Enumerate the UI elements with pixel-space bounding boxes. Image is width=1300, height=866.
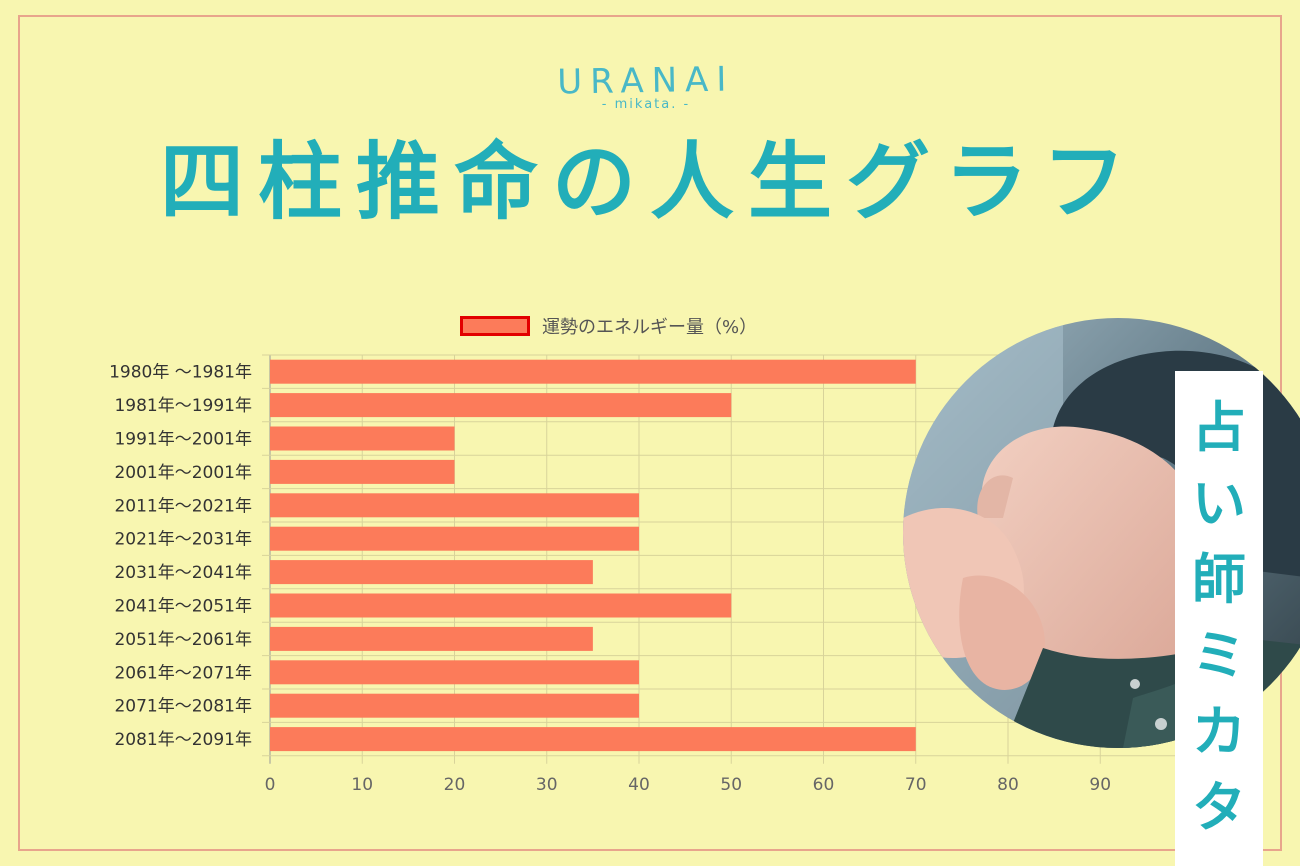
bar <box>270 593 732 618</box>
bar <box>270 459 455 484</box>
category-label: 1980年 〜1981年 <box>109 363 252 383</box>
bar <box>270 426 455 451</box>
category-label: 2041年〜2051年 <box>114 597 252 617</box>
bar <box>270 560 593 585</box>
category-label: 2031年〜2041年 <box>114 563 252 583</box>
uranai-logo: URANAI - mikata. - <box>557 59 735 112</box>
bar <box>270 626 593 651</box>
banner-char-5: タ <box>1192 775 1246 839</box>
banner-char-0: 占 <box>1192 395 1246 459</box>
logo-name: URANAI <box>557 59 735 102</box>
x-tick-label: 10 <box>351 775 373 795</box>
bar <box>270 359 916 384</box>
bar <box>270 660 639 685</box>
x-tick-label: 40 <box>628 775 650 795</box>
banner-char-1: い <box>1192 471 1246 535</box>
legend-swatch <box>460 316 530 336</box>
category-label: 2021年〜2031年 <box>114 530 252 550</box>
bar <box>270 493 639 518</box>
legend-label: 運勢のエネルギー量（%） <box>542 317 758 338</box>
category-label: 2071年〜2081年 <box>114 697 252 717</box>
x-tick-label: 60 <box>813 775 835 795</box>
x-tick-label: 70 <box>905 775 927 795</box>
banner-char-3: ミ <box>1192 623 1246 687</box>
banner-text: 占い師ミカタ <box>1192 389 1246 845</box>
category-label: 2011年〜2021年 <box>114 496 252 516</box>
category-label: 1981年〜1991年 <box>114 396 252 416</box>
bar <box>270 727 916 752</box>
bar <box>270 393 732 418</box>
x-tick-label: 30 <box>536 775 558 795</box>
bar <box>270 526 639 551</box>
x-tick-label: 50 <box>720 775 742 795</box>
banner-char-2: 師 <box>1192 547 1246 611</box>
x-tick-label: 90 <box>1089 775 1111 795</box>
banner-char-4: カ <box>1192 699 1246 763</box>
page-title: 四柱推命の人生グラフ <box>159 132 1140 231</box>
category-label: 2081年〜2091年 <box>114 730 252 750</box>
category-label: 1991年〜2001年 <box>114 430 252 450</box>
category-label: 2001年〜2001年 <box>114 463 252 483</box>
x-tick-label: 80 <box>997 775 1019 795</box>
category-label: 2061年〜2071年 <box>114 663 252 683</box>
fortune-teller-banner: 占い師ミカタ <box>1175 371 1263 866</box>
chart-legend: 運勢のエネルギー量（%） <box>460 312 757 340</box>
category-label: 2051年〜2061年 <box>114 630 252 650</box>
logo-sub: - mikata. - <box>602 97 690 112</box>
x-tick-label: 20 <box>444 775 466 795</box>
x-tick-label: 0 <box>265 775 276 795</box>
bar <box>270 693 639 718</box>
